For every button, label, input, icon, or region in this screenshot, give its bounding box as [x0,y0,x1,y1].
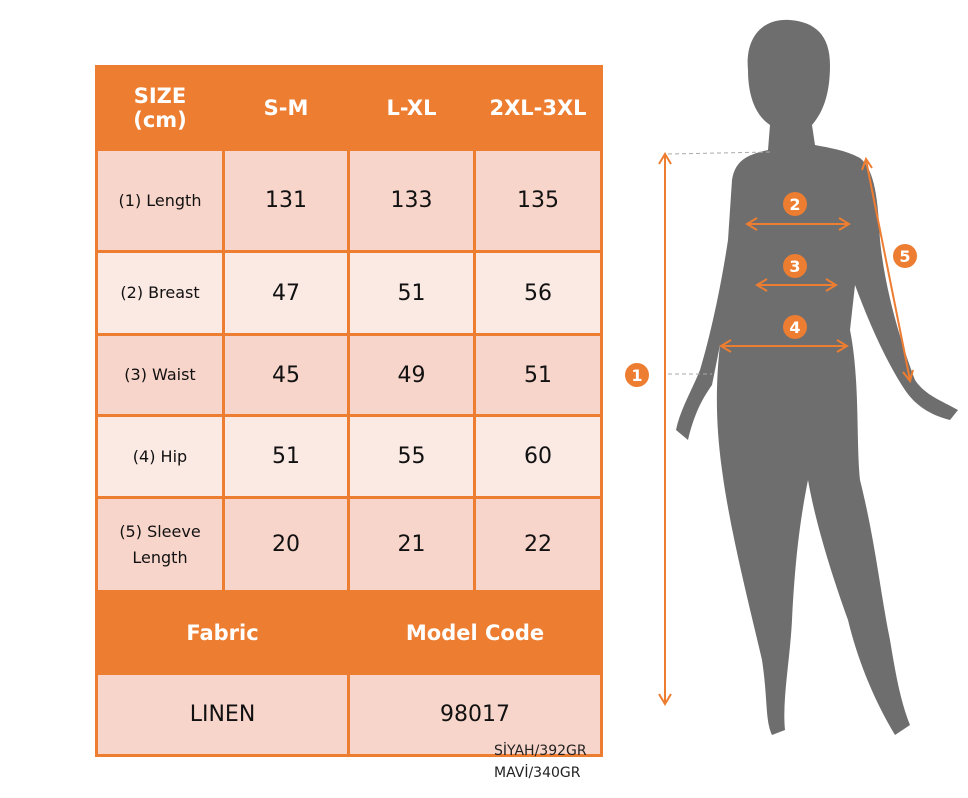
measure-arrows [658,152,914,706]
sleeve-arrow [865,159,911,381]
header-s-m: S-M [222,65,350,151]
marker-1-label: 1 [631,366,642,385]
header-l-xl: L-XL [347,65,476,151]
cell: 51 [473,333,603,417]
table-row: (2) Breast 47 51 56 [95,250,603,336]
marker-4-icon [783,315,807,339]
cell: 49 [347,333,476,417]
body-silhouette-diagram: 1 2 3 4 5 [625,19,958,735]
header-model-code: Model Code [347,590,603,675]
cell: 22 [473,496,603,593]
table-row: (3) Waist 45 49 51 [95,333,603,417]
marker-5-label: 5 [899,247,910,266]
row-label: (4) Hip [95,414,225,499]
marker-4-label: 4 [789,318,800,337]
cell: 51 [222,414,350,499]
table-header-row: SIZE (cm) S-M L-XL 2XL-3XL [95,65,603,151]
cell: 55 [347,414,476,499]
footer-row: LINEN 98017 [95,672,603,757]
marker-3-label: 3 [789,257,800,276]
table-row: (1) Length 131 133 135 [95,148,603,253]
weight-blue: MAVİ/340GR [494,765,581,781]
cell: 135 [473,148,603,253]
row-label: (1) Length [95,148,225,253]
weights-note: SİYAH/392GR MAVİ/340GR [494,740,587,784]
weight-black: SİYAH/392GR [494,743,587,759]
row-label: (5) Sleeve Length [95,496,225,593]
silhouette-icon [676,19,958,735]
table-row: (4) Hip 51 55 60 [95,414,603,499]
cell: 131 [222,148,350,253]
cell: 60 [473,414,603,499]
marker-3-icon [783,254,807,278]
marker-2-icon [783,192,807,216]
marker-2-label: 2 [789,195,800,214]
model-code-value: 98017 [347,672,603,757]
cell: 56 [473,250,603,336]
table-row: (5) Sleeve Length 20 21 22 [95,496,603,593]
fabric-value: LINEN [95,672,350,757]
cell: 45 [222,333,350,417]
row-label: (2) Breast [95,250,225,336]
cell: 21 [347,496,476,593]
marker-1-icon [625,363,649,387]
header-fabric: Fabric [95,590,350,675]
row-label: (3) Waist [95,333,225,417]
marker-5-icon [893,244,917,268]
cell: 47 [222,250,350,336]
cell: 51 [347,250,476,336]
cell: 20 [222,496,350,593]
cell: 133 [347,148,476,253]
size-chart-table: SIZE (cm) S-M L-XL 2XL-3XL (1) Length 13… [95,65,603,757]
header-2xl-3xl: 2XL-3XL [473,65,603,151]
footer-header-row: Fabric Model Code [95,590,603,675]
marker-badges [625,192,917,387]
header-size: SIZE (cm) [95,65,225,151]
